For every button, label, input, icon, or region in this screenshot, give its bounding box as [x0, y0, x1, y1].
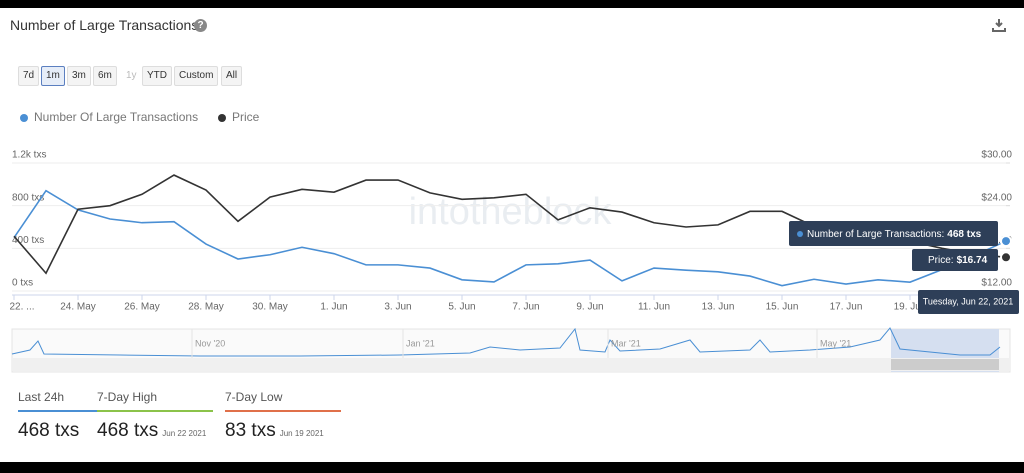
stat: 7-Day High 468 txs Jun 22 2021: [97, 390, 213, 442]
x-tick-label: 9. Jun: [576, 302, 603, 313]
stat-label: 7-Day Low: [225, 390, 341, 412]
y-tick-label: 0 txs: [12, 278, 33, 289]
range-button[interactable]: 1m: [41, 66, 65, 86]
tooltip-box: [789, 221, 998, 246]
stat: Last 24h 468 txs: [18, 390, 134, 442]
x-tick-label: 5. Jun: [448, 302, 475, 313]
stat: 7-Day Low 83 txs Jun 19 2021: [225, 390, 341, 442]
range-button[interactable]: 6m: [93, 66, 117, 86]
range-button[interactable]: 7d: [18, 66, 40, 86]
navigator-label: Jan '21: [406, 338, 435, 348]
stat-number: 83 txs: [225, 420, 276, 441]
scrollbar[interactable]: [12, 358, 1010, 371]
range-button[interactable]: 3m: [67, 66, 91, 86]
tooltip-label: Number of Large Transactions:: [807, 229, 944, 240]
scrollbar-thumb[interactable]: [891, 359, 999, 370]
x-tick-label: 15. Jun: [766, 302, 799, 313]
range-button[interactable]: All: [221, 66, 243, 86]
stat-value: 83 txs Jun 19 2021: [225, 420, 341, 442]
stat-label: 7-Day High: [97, 390, 213, 412]
y-tick-label: 1.2k txs: [12, 150, 46, 161]
range-button[interactable]: Custom: [174, 66, 219, 86]
tooltip-label: Price:: [928, 255, 954, 266]
x-tick-label: 1. Jun: [320, 302, 347, 313]
y2-tick-label: $24.00: [981, 192, 1012, 203]
stat-label: Last 24h: [18, 390, 134, 412]
x-tick-label: 17. Jun: [830, 302, 863, 313]
download-glyph: [992, 19, 1006, 32]
download-icon[interactable]: [992, 18, 1006, 32]
watermark: intotheblock: [409, 191, 613, 233]
x-tick-label: 24. May: [60, 302, 96, 313]
stat-date: Jun 19 2021: [279, 429, 324, 438]
y-tick-label: 800 txs: [12, 192, 44, 203]
series-line: [13, 189, 1007, 287]
navigator-label: May '21: [820, 338, 851, 348]
x-tick-label: 11. Jun: [638, 302, 670, 313]
tooltip-box: [912, 249, 998, 271]
range-button[interactable]: 1y: [121, 66, 142, 86]
stat-value: 468 txs: [18, 420, 134, 442]
y-tick-label: 400 txs: [12, 235, 44, 246]
x-tick-label: 19. Jun: [894, 302, 927, 313]
stat-number: 468 txs: [18, 420, 80, 441]
legend-label[interactable]: Number Of Large Transactions: [34, 110, 198, 124]
help-icon[interactable]: ?: [194, 19, 207, 32]
y2-tick-label: $30.00: [981, 150, 1012, 161]
x-tick-label: 3. Jun: [384, 302, 411, 313]
tooltip-marker: [797, 231, 803, 237]
stat-value: 468 txs Jun 22 2021: [97, 420, 213, 442]
legend-label[interactable]: Price: [232, 110, 260, 124]
navigator-label: Nov '20: [195, 338, 225, 348]
hover-point: [1000, 251, 1012, 264]
navigator-label: Mar '21: [611, 338, 641, 348]
x-tick-label: 7. Jun: [512, 302, 539, 313]
tooltip-text: Price: $16.74: [928, 255, 988, 266]
legend-marker: [20, 114, 28, 122]
date-tooltip-text: Tuesday, Jun 22, 2021: [923, 296, 1014, 306]
stat-number: 468 txs: [97, 420, 159, 441]
legend-marker: [218, 114, 226, 122]
x-tick-label: 28. May: [188, 302, 224, 313]
y2-tick-label: $12.00: [981, 278, 1012, 289]
stat-date: Jun 22 2021: [162, 429, 207, 438]
widget-title: Number of Large Transactions: [10, 17, 199, 33]
hover-point: [1000, 235, 1012, 248]
tooltip-value: $16.74: [957, 255, 988, 266]
x-tick-label: 13. Jun: [702, 302, 735, 313]
navigator-line: [11, 327, 1001, 357]
tooltip-text: Number of Large Transactions: 468 txs: [807, 229, 982, 240]
x-tick-label: 26. May: [124, 302, 160, 313]
date-tooltip: [918, 290, 1019, 314]
x-tick-label: 22. ...: [9, 302, 34, 313]
range-button[interactable]: YTD: [142, 66, 172, 86]
x-tick-label: 30. May: [252, 302, 288, 313]
tooltip-value: 468 txs: [947, 229, 981, 240]
